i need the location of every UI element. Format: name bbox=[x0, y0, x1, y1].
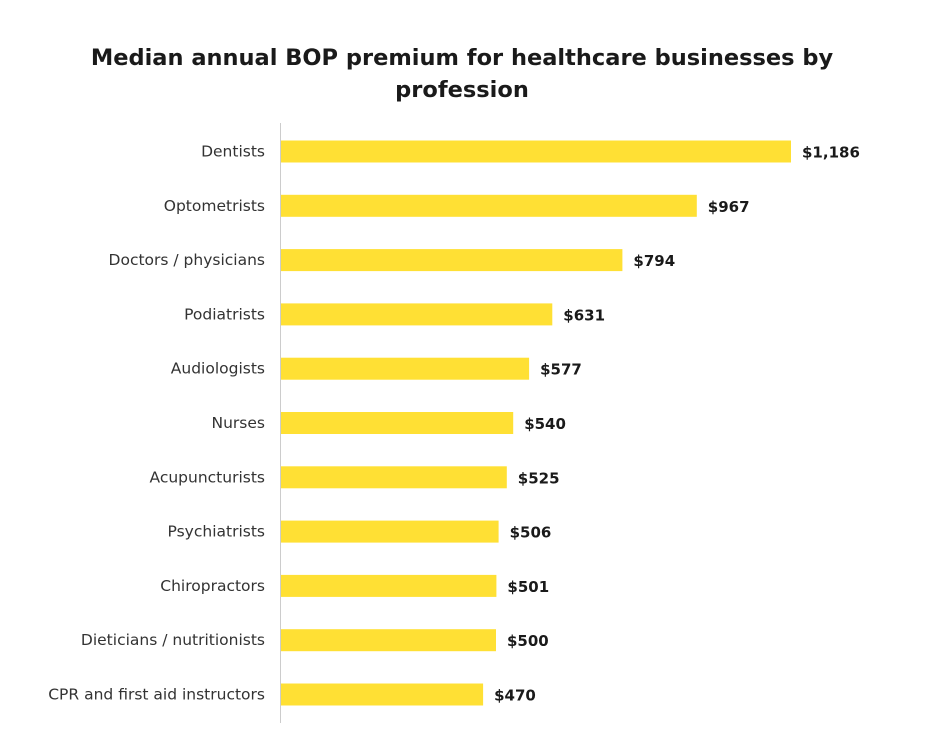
bar-1 bbox=[281, 194, 697, 217]
bar-9 bbox=[281, 629, 496, 652]
category-label: Acupuncturists bbox=[150, 468, 266, 486]
category-label: Psychiatrists bbox=[168, 523, 265, 541]
bar-7 bbox=[281, 520, 499, 543]
value-label: $967 bbox=[708, 198, 750, 216]
value-label: $577 bbox=[540, 361, 582, 379]
category-label: Optometrists bbox=[164, 197, 265, 215]
bars-group: Dentists $1,186 Optometrists $967 Doctors / … bbox=[48, 140, 860, 706]
category-label: Doctors / physicians bbox=[109, 251, 265, 269]
value-label: $525 bbox=[518, 469, 560, 487]
value-label: $1,186 bbox=[802, 144, 860, 162]
bar-6 bbox=[281, 466, 507, 489]
category-label: Chiropractors bbox=[160, 577, 265, 595]
value-label: $794 bbox=[633, 252, 675, 270]
value-label: $631 bbox=[563, 306, 605, 324]
category-label: CPR and first aid instructors bbox=[48, 686, 265, 704]
bar-3 bbox=[281, 303, 553, 326]
category-label: Dentists bbox=[201, 143, 265, 161]
bar-8 bbox=[281, 574, 497, 597]
value-label: $540 bbox=[524, 415, 566, 433]
bar-10 bbox=[281, 683, 484, 706]
category-label: Nurses bbox=[212, 414, 265, 432]
category-label: Audiologists bbox=[171, 360, 265, 378]
chart-title: Median annual BOP premium for healthcare… bbox=[90, 45, 834, 103]
category-label: Dieticians / nutritionists bbox=[81, 631, 265, 649]
bar-2 bbox=[281, 249, 623, 272]
value-label: $506 bbox=[510, 524, 552, 542]
bar-4 bbox=[281, 357, 530, 380]
category-label: Podiatrists bbox=[184, 305, 265, 323]
value-label: $470 bbox=[494, 687, 536, 705]
value-label: $501 bbox=[507, 578, 549, 596]
bar-0 bbox=[281, 140, 791, 163]
bar-5 bbox=[281, 412, 514, 434]
value-label: $500 bbox=[507, 632, 549, 650]
